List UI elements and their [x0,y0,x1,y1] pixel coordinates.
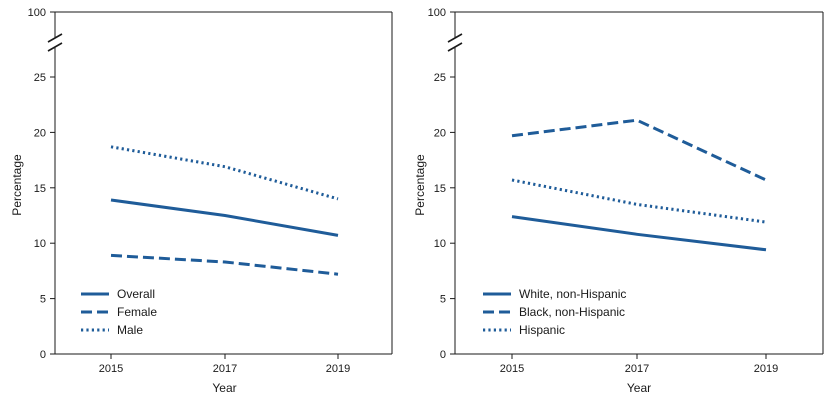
x-axis-title: Year [212,381,236,395]
axis-break-mark [447,33,463,43]
y-tick-label: 20 [434,127,446,139]
chart-panel-2: 0 5 10 15 20 25 100 2015 2017 2019 Year Percentage W… [413,7,824,395]
series-line-2-1 [511,215,767,252]
series-line-2-3 [511,178,767,224]
legend-label: Hispanic [519,323,565,337]
axis-break-mark [47,33,63,43]
y-tick-label: 20 [34,127,46,139]
axis-break-mark [47,42,63,52]
x-tick-label: 2015 [99,363,123,375]
x-tick-label: 2017 [625,363,649,375]
x-tick-label: 2019 [326,363,350,375]
y-tick-label: 0 [440,349,446,361]
legend-label: Black, non-Hispanic [519,305,625,319]
y-tick-label: 5 [440,294,446,306]
y-tick-label: 10 [434,238,446,250]
y-tick-label: 100 [28,7,46,19]
x-tick-label: 2019 [754,363,778,375]
y-tick-label: 25 [34,72,46,84]
chart-panel-1: 0 5 10 15 20 25 100 2015 2017 2019 Year Percentage O… [10,7,393,395]
y-tick-label: 15 [34,183,46,195]
series-line-1-1 [110,198,339,237]
y-tick-label: 0 [40,349,46,361]
legend-label: Male [117,323,143,337]
y-tick-label: 25 [434,72,446,84]
y-tick-label: 5 [40,294,46,306]
y-tick-label: 100 [428,7,446,19]
legend-label: Female [117,305,157,319]
series-line-1-3 [110,145,339,201]
series-line-1-2 [110,253,339,276]
y-axis-title: Percentage [10,154,24,216]
axis-break-mark [447,42,463,52]
x-tick-label: 2015 [500,363,524,375]
x-axis-title: Year [627,381,651,395]
legend-label: Overall [117,287,155,301]
y-axis-title: Percentage [413,154,427,216]
y-tick-label: 10 [34,238,46,250]
y-tick-label: 15 [434,183,446,195]
series-line-2-2 [511,118,767,182]
legend-label: White, non-Hispanic [519,287,626,301]
x-tick-label: 2017 [213,363,237,375]
